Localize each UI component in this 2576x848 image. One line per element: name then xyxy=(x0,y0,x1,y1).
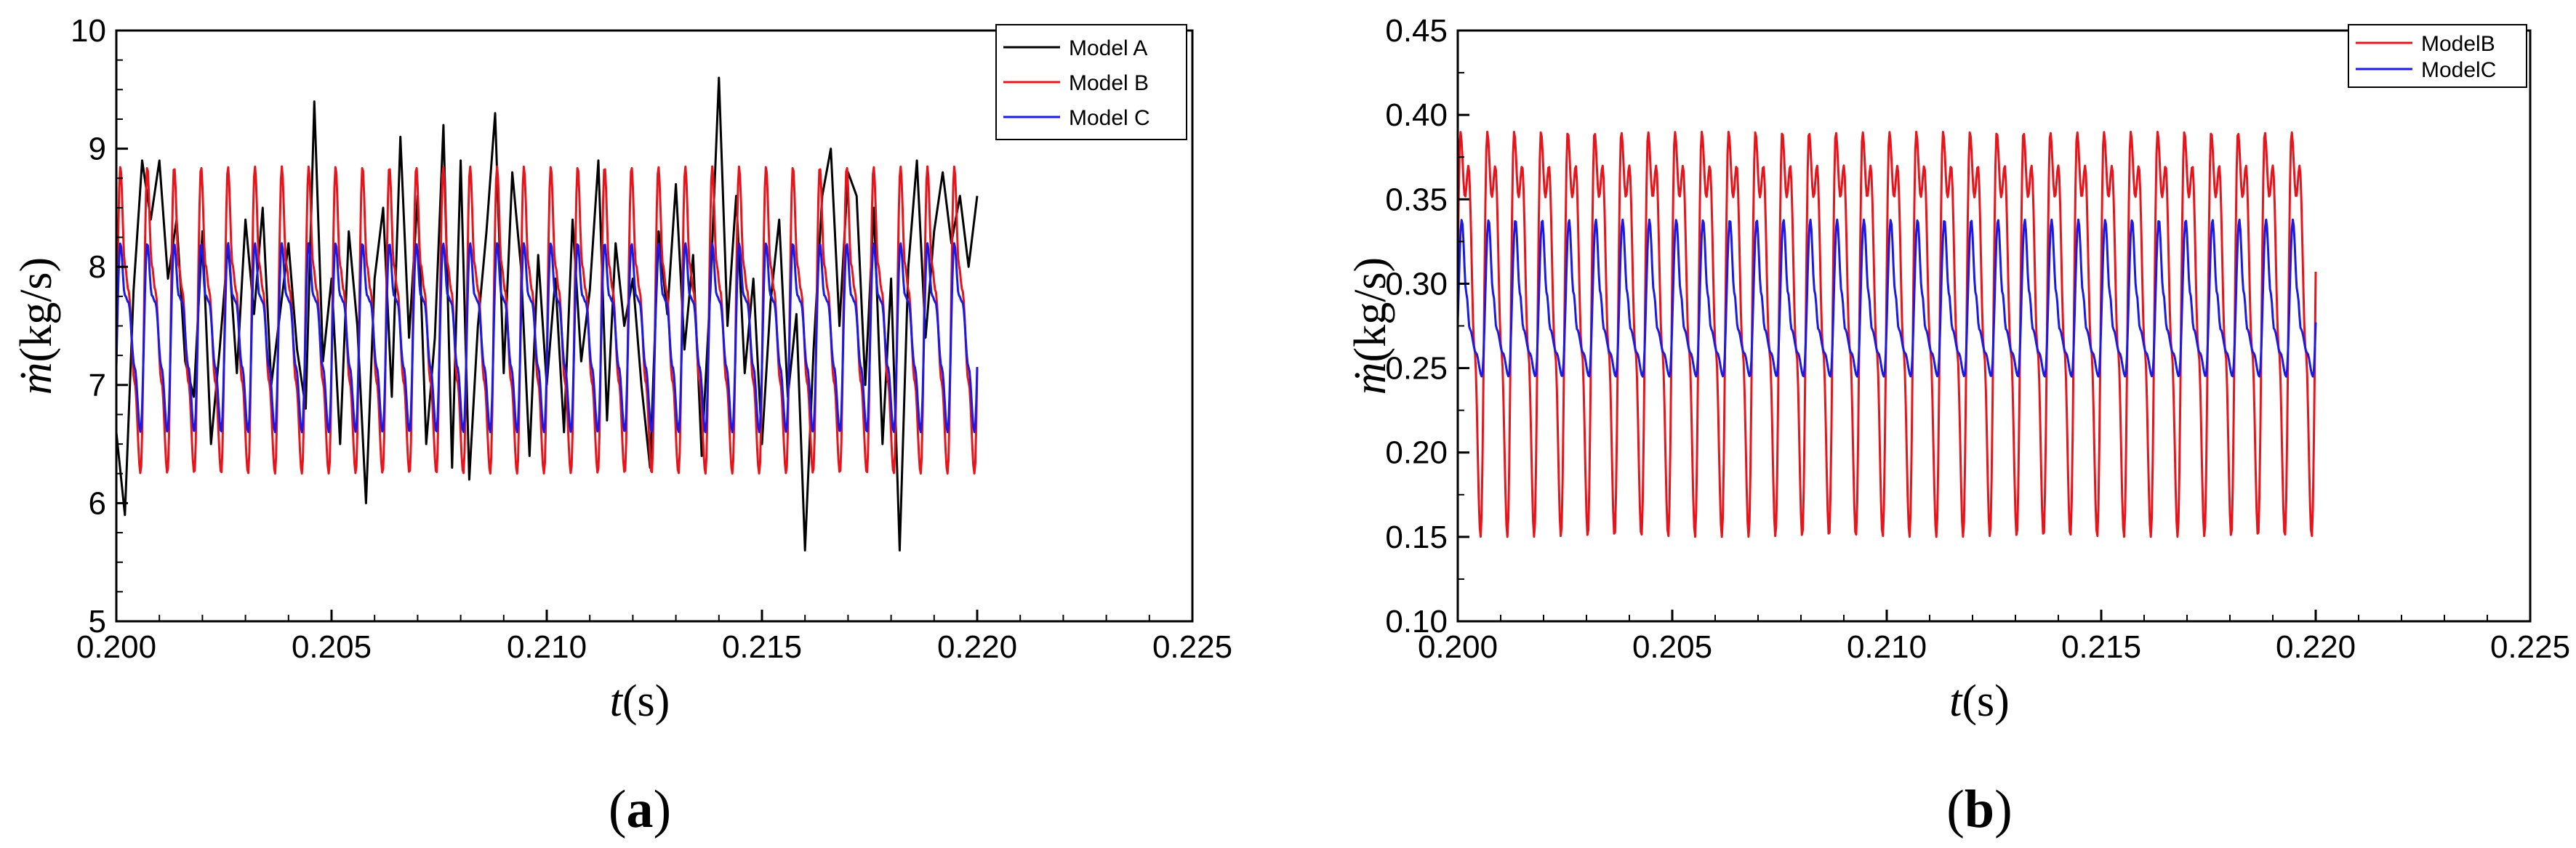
ticks-layer-b: 0.200 0.205 0.210 0.215 0.220 0.225 0.10 0.15 0.… xyxy=(1385,13,2570,665)
x-axis-unit-a: (s) xyxy=(622,677,670,726)
legend-label: Model B xyxy=(1069,71,1149,95)
y-axis-unit-a: (kg/s) xyxy=(12,257,61,363)
x-tick-label: 0.225 xyxy=(2490,629,2570,665)
x-tick-label: 0.210 xyxy=(507,629,587,665)
y-tick-label: 0.45 xyxy=(1385,13,1448,49)
series-line-modelb xyxy=(1456,130,2317,538)
ticks-layer-a: 0.200 0.205 0.210 0.215 0.220 0.225 5 6 7 8 9 10 xyxy=(71,13,1232,665)
x-axis-label-b: t(s) xyxy=(1949,677,2010,726)
x-axis-label-a: t(s) xyxy=(610,677,670,726)
legend-box xyxy=(2348,24,2527,88)
x-axis-var-a: t xyxy=(610,677,624,726)
y-tick-label: 0.30 xyxy=(1385,266,1448,302)
x-tick-label: 0.225 xyxy=(1152,629,1232,665)
y-tick-label: 0.10 xyxy=(1385,604,1448,639)
y-tick-label: 0.20 xyxy=(1385,435,1448,471)
series-line-modelc xyxy=(1456,218,2317,378)
series-layer-a xyxy=(115,76,979,552)
series-layer-b xyxy=(1456,130,2317,538)
x-tick-label: 0.215 xyxy=(2061,629,2141,665)
y-tick-label: 0.25 xyxy=(1385,351,1448,387)
x-axis-var-b: t xyxy=(1949,677,1963,726)
x-tick-label: 0.205 xyxy=(1632,629,1712,665)
y-axis-var-b: ṁ xyxy=(1346,362,1395,395)
plot-frame-a xyxy=(115,29,1194,623)
y-tick-label: 6 xyxy=(89,485,106,521)
x-tick-label: 0.210 xyxy=(1847,629,1927,665)
series-line-model-c xyxy=(115,242,979,434)
panel-b: 0.200 0.205 0.210 0.215 0.220 0.225 0.10 0.15 0.… xyxy=(1346,13,2570,839)
y-axis-unit-b: (kg/s) xyxy=(1346,257,1395,363)
y-tick-label: 7 xyxy=(89,368,106,403)
y-axis-label-a: ṁ(kg/s) xyxy=(12,257,61,395)
x-tick-label: 0.220 xyxy=(2276,629,2356,665)
legend-label: ModelB xyxy=(2421,32,2495,56)
y-tick-label: 0.35 xyxy=(1385,182,1448,217)
panel-caption-b: (b) xyxy=(1946,780,2012,839)
y-tick-label: 0.15 xyxy=(1385,520,1448,555)
x-tick-label: 0.200 xyxy=(1418,629,1498,665)
legend-a: Model A Model B Model C xyxy=(995,24,1187,140)
y-tick-label: 0.40 xyxy=(1385,97,1448,133)
panel-caption-a: (a) xyxy=(609,780,671,839)
y-tick-label: 8 xyxy=(89,249,106,285)
legend-label: Model A xyxy=(1069,36,1147,60)
y-axis-var-a: ṁ xyxy=(12,362,61,395)
y-tick-label: 10 xyxy=(71,13,106,49)
x-tick-label: 0.200 xyxy=(76,629,156,665)
plot-frame-b xyxy=(1456,29,2532,623)
legend-label: ModelC xyxy=(2421,58,2496,82)
panel-letter-b: b xyxy=(1965,780,1994,839)
x-tick-label: 0.205 xyxy=(292,629,372,665)
x-axis-unit-b: (s) xyxy=(1962,677,2009,726)
y-tick-label: 5 xyxy=(89,604,106,639)
y-axis-label-b: ṁ(kg/s) xyxy=(1346,257,1395,395)
x-tick-label: 0.215 xyxy=(722,629,802,665)
panel-letter-a: a xyxy=(627,780,654,839)
legend-label: Model C xyxy=(1069,106,1150,130)
panel-a: 0.200 0.205 0.210 0.215 0.220 0.225 5 6 7 8 9 10 Mo… xyxy=(12,13,1232,839)
y-tick-label: 9 xyxy=(89,132,106,167)
x-tick-label: 0.220 xyxy=(937,629,1017,665)
